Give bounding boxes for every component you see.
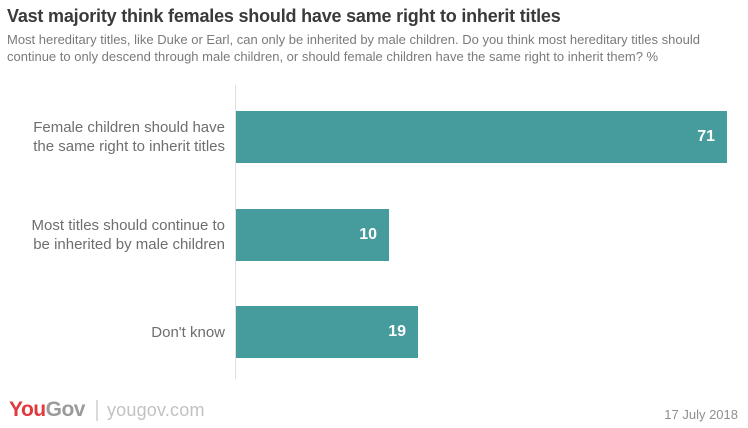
bar-chart: Female children should have the same rig… [0, 85, 748, 381]
bar-row: Don't know 19 [0, 306, 748, 358]
logo-separator [95, 399, 98, 421]
bar-row: Most titles should continue to be inheri… [0, 209, 748, 261]
bar-value-label: 71 [697, 128, 715, 145]
bar-row: Female children should have the same rig… [0, 111, 748, 163]
yougov-logo: You Gov [9, 398, 85, 422]
chart-footer: You Gov yougov.com 17 July 2018 [9, 396, 738, 424]
logo-gov-text: Gov [45, 398, 86, 421]
website-url-text: yougov.com [106, 399, 205, 420]
bar-value-label: 19 [388, 323, 406, 340]
bar: 10 [236, 209, 389, 261]
category-label: Female children should have the same rig… [33, 119, 225, 155]
y-axis-line [235, 85, 236, 379]
bar-value-label: 10 [359, 226, 377, 243]
logo-you-text: You [9, 398, 46, 421]
bar: 19 [236, 306, 418, 358]
category-label: Don't know [151, 323, 225, 341]
category-label: Most titles should continue to be inheri… [31, 217, 225, 253]
chart-header: Vast majority think females should have … [7, 4, 742, 65]
publish-date: 17 July 2018 [664, 407, 738, 422]
chart-subtitle: Most hereditary titles, like Duke or Ear… [7, 32, 700, 64]
chart-title: Vast majority think females should have … [7, 6, 561, 26]
bar: 71 [236, 111, 727, 163]
